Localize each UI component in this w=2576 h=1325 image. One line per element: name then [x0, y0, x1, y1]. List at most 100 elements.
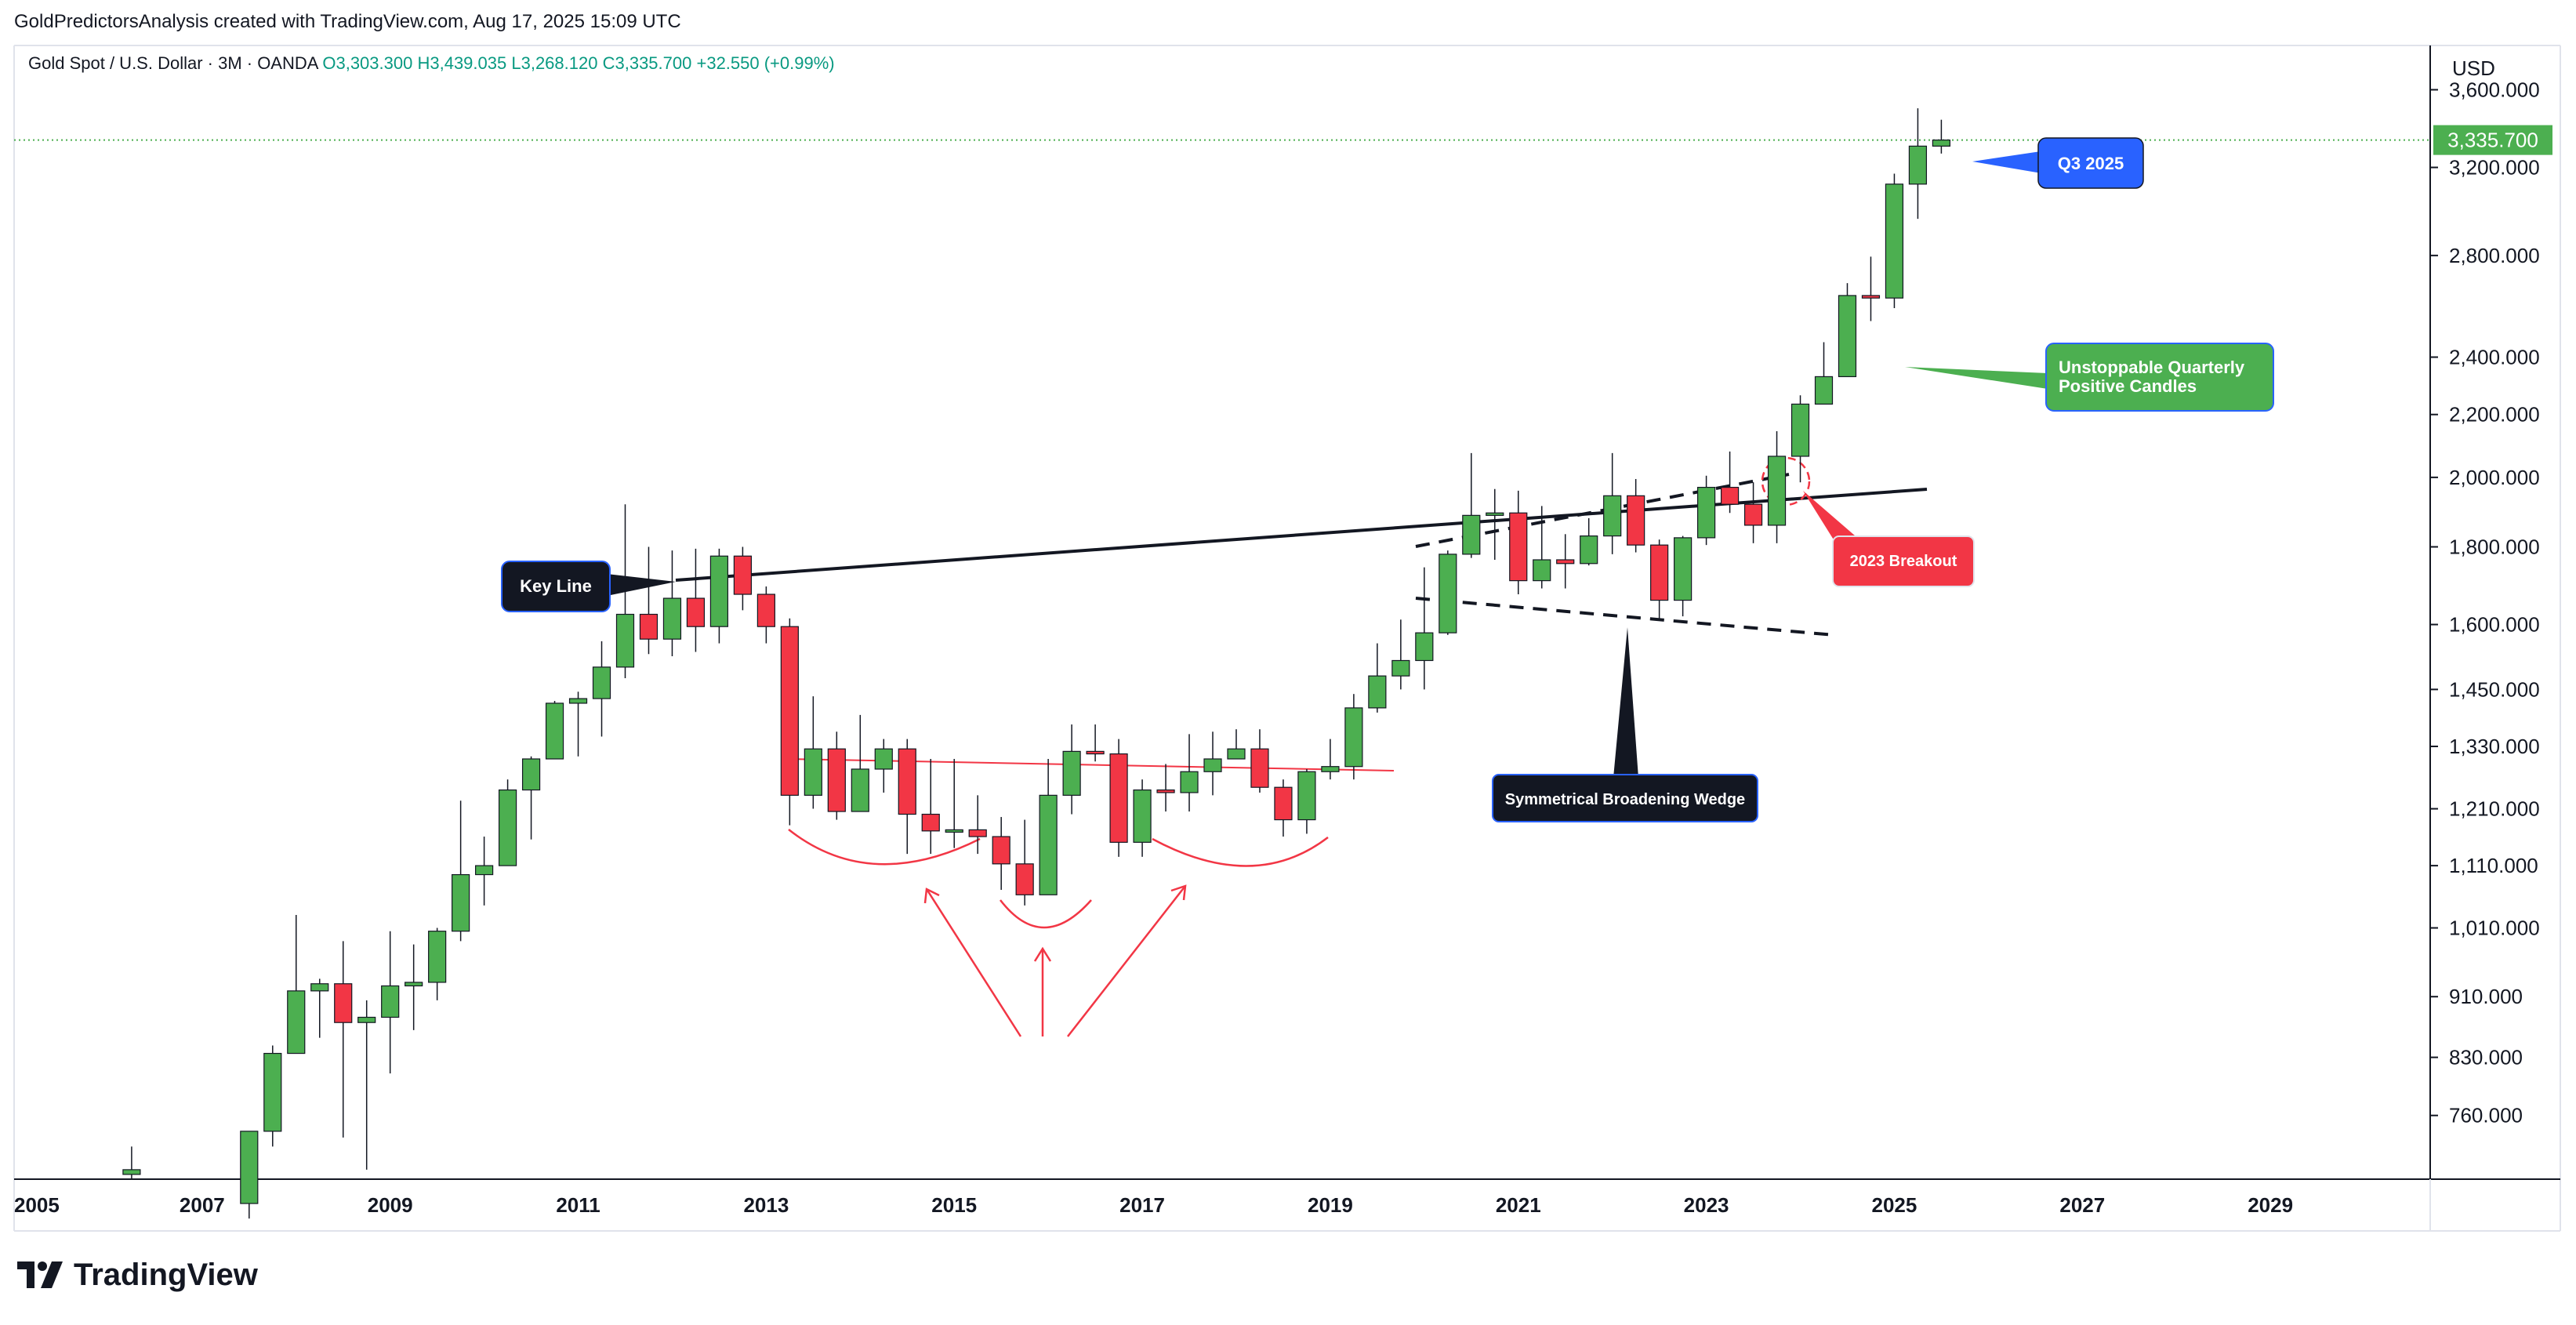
candle-up[interactable] [1908, 145, 1928, 185]
candle-down[interactable] [1156, 789, 1175, 793]
candle-up[interactable] [709, 555, 729, 627]
candle-down[interactable] [1861, 295, 1881, 299]
candle-up[interactable] [545, 702, 564, 760]
candle-up[interactable] [1674, 537, 1693, 601]
candle-down[interactable] [1743, 503, 1763, 526]
candle-up[interactable] [1415, 632, 1434, 662]
candle-up[interactable] [1297, 771, 1316, 821]
candle-up[interactable] [428, 931, 447, 983]
candle-down[interactable] [898, 748, 916, 815]
left-shoulder-curve[interactable] [788, 829, 981, 866]
price-tick-label: 1,800.000 [2449, 535, 2540, 558]
candle-up[interactable] [310, 983, 329, 992]
candle-down[interactable] [968, 829, 987, 837]
candle-up[interactable] [240, 1131, 259, 1204]
candle-down[interactable] [992, 836, 1010, 865]
candle-up[interactable] [287, 990, 306, 1055]
candle-up[interactable] [357, 1016, 376, 1023]
candle-up[interactable] [1696, 486, 1716, 539]
candle-down[interactable] [1015, 863, 1034, 895]
q3-2025-callout[interactable]: Q3 2025 [1972, 137, 2144, 189]
key-line-callout-box [501, 561, 611, 612]
candle-up[interactable] [475, 865, 494, 876]
candle-up[interactable] [1932, 140, 1951, 147]
candle-down[interactable] [733, 555, 752, 595]
candle-down[interactable] [780, 626, 799, 796]
candle-up[interactable] [1227, 748, 1246, 760]
candle-up[interactable] [1462, 514, 1481, 555]
wedge-upper-line[interactable] [1415, 473, 1790, 548]
candle-up[interactable] [1838, 295, 1857, 378]
candle-up[interactable] [1486, 512, 1504, 516]
candle-up[interactable] [615, 613, 635, 668]
wedge-callout-box [1492, 774, 1758, 822]
key-line-callout-pointer [607, 574, 676, 596]
candle-up[interactable] [592, 666, 611, 699]
candle-up[interactable] [1885, 183, 1904, 299]
candle-down[interactable] [1556, 559, 1575, 564]
candle-up[interactable] [1039, 794, 1058, 895]
year-tick-label: 2027 [2059, 1193, 2105, 1217]
candle-up[interactable] [1767, 456, 1787, 526]
breakout-circle[interactable] [1761, 456, 1811, 506]
wedge-lower-line[interactable] [1415, 597, 1835, 637]
wedge-callout[interactable]: Symmetrical Broadening Wedge [1492, 627, 1758, 822]
candle-up[interactable] [1580, 535, 1598, 564]
candle-up[interactable] [851, 768, 869, 812]
candle-up[interactable] [662, 597, 682, 640]
candle-down[interactable] [827, 748, 846, 812]
arrow-middle [1033, 946, 1052, 1036]
candle-up[interactable] [1439, 554, 1457, 633]
candle-up[interactable] [945, 829, 963, 833]
candle-up[interactable] [1368, 675, 1387, 709]
candle-up[interactable] [1533, 559, 1551, 582]
candle-down[interactable] [1109, 753, 1128, 843]
candle-up[interactable] [1062, 750, 1081, 796]
right-shoulder-curve[interactable] [1152, 837, 1329, 867]
breakout-callout[interactable]: 2023 Breakout [1803, 491, 1975, 587]
candle-up[interactable] [1321, 766, 1340, 772]
key-line-callout[interactable]: Key Line [501, 561, 676, 612]
candle-down[interactable] [1650, 544, 1669, 601]
candle-up[interactable] [521, 758, 541, 791]
candle-down[interactable] [686, 597, 706, 627]
candle-down[interactable] [334, 983, 353, 1023]
candle-up[interactable] [381, 985, 400, 1018]
candle-down[interactable] [1627, 495, 1645, 546]
candle-up[interactable] [498, 789, 517, 866]
bottom-curve[interactable] [1000, 899, 1092, 929]
candle-down[interactable] [1720, 486, 1740, 505]
candle-up[interactable] [1133, 789, 1152, 843]
wedge-callout-text: Symmetrical Broadening Wedge [1505, 791, 1745, 808]
candle-up[interactable] [1791, 403, 1810, 457]
candle-down[interactable] [756, 594, 775, 627]
candle-up[interactable] [1391, 659, 1410, 677]
candle-up[interactable] [1344, 707, 1363, 768]
current-price-tag[interactable]: 3,335.700 [2433, 125, 2552, 155]
key-line[interactable] [675, 488, 1928, 582]
candle-down[interactable] [639, 613, 659, 640]
candle-up[interactable] [263, 1052, 282, 1132]
candle-up[interactable] [874, 748, 893, 770]
price-axis[interactable]: 760.000 830.000 910.000 1,010.000 1,110.000 1… [2430, 78, 2540, 1127]
positive-candles-callout[interactable]: Unstoppable Quarterly Positive Candles [1905, 343, 2274, 412]
candle-up[interactable] [1603, 495, 1622, 537]
symbol-name[interactable]: Gold Spot / U.S. Dollar · 3M · OANDA [28, 53, 318, 73]
candle-down[interactable] [1509, 512, 1528, 582]
candle-up[interactable] [122, 1169, 141, 1175]
candle-down[interactable] [1250, 748, 1269, 788]
candle-down[interactable] [921, 813, 940, 832]
candle-up[interactable] [568, 698, 588, 704]
time-axis[interactable]: 2005 2007 2009 2011 2013 2015 2017 2019 2021 2023… [14, 1193, 2293, 1217]
candle-down[interactable] [1274, 786, 1293, 821]
candle-up[interactable] [405, 982, 423, 987]
candle-up[interactable] [1203, 758, 1222, 772]
candles[interactable] [122, 108, 1951, 1219]
tradingview-logo[interactable]: TradingView [17, 1258, 258, 1293]
candle-up[interactable] [1814, 376, 1834, 405]
candle-up[interactable] [452, 873, 470, 932]
candle-up[interactable] [1180, 771, 1199, 793]
candle-down[interactable] [1086, 750, 1105, 755]
candle-up[interactable] [804, 748, 822, 796]
